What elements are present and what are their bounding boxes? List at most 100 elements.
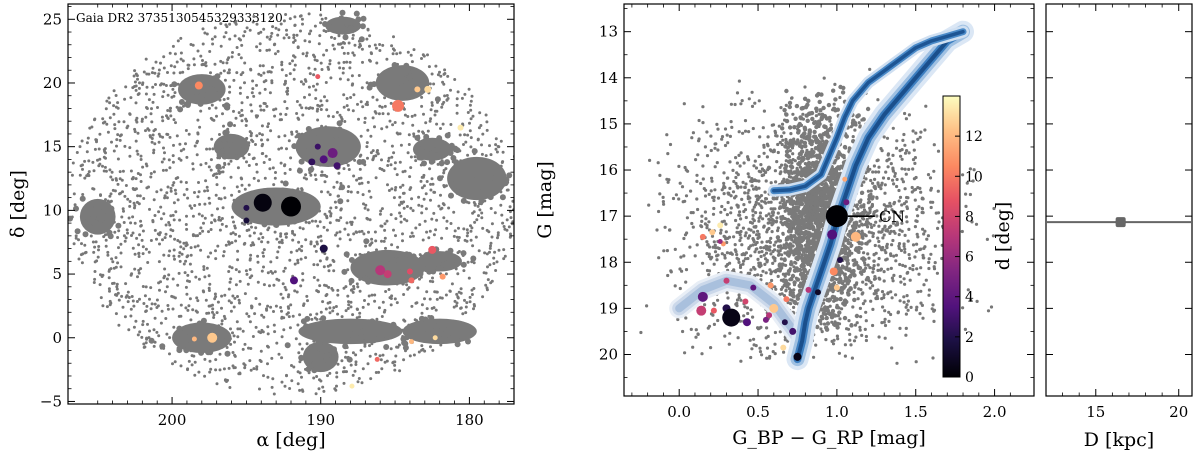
cmd-field-star: [893, 171, 897, 176]
clump-star: [364, 334, 371, 341]
cmd-field-star: [871, 181, 875, 185]
cmd-field-star: [769, 272, 773, 276]
cmd-field-star: [927, 257, 931, 261]
cmd-field-star: [784, 263, 788, 267]
field-star: [173, 65, 177, 69]
cmd-field-star: [905, 205, 909, 209]
field-star: [463, 298, 466, 302]
field-star: [313, 24, 317, 28]
field-star: [286, 311, 290, 315]
field-star: [308, 40, 312, 44]
field-star: [377, 370, 381, 374]
cmd-field-star: [757, 202, 761, 206]
field-star: [144, 285, 148, 289]
clump-star: [348, 331, 355, 338]
cmd-field-star: [713, 303, 717, 307]
field-star: [290, 379, 294, 383]
cmd-field-star: [864, 177, 868, 181]
cmd-field-star: [891, 221, 896, 225]
field-star: [112, 112, 116, 116]
field-star: [80, 139, 84, 143]
cmd-field-star: [704, 217, 708, 221]
field-star: [425, 290, 429, 294]
field-star: [252, 15, 256, 18]
field-star: [339, 42, 343, 46]
field-star: [186, 273, 190, 277]
field-star: [469, 136, 473, 140]
field-star: [502, 225, 506, 228]
field-star: [335, 180, 339, 184]
field-star: [154, 83, 157, 86]
cmd-field-star: [848, 338, 852, 342]
field-star: [124, 184, 128, 187]
cmd-field-star: [695, 173, 699, 177]
cmd-field-star: [876, 98, 880, 102]
field-star: [159, 61, 162, 65]
cmd-field-star: [756, 229, 760, 233]
field-star: [105, 122, 109, 126]
cmd-field-star: [919, 289, 923, 293]
field-star: [185, 255, 189, 259]
field-star: [318, 259, 322, 263]
field-star: [172, 118, 176, 122]
cmd-field-star: [879, 267, 884, 271]
cmd-field-star: [662, 202, 666, 206]
cmd-field-star: [701, 177, 705, 181]
field-star: [361, 367, 365, 371]
field-star: [268, 158, 272, 161]
cmd-field-star: [907, 227, 911, 231]
cmd-field-star: [700, 352, 704, 356]
field-star: [345, 221, 349, 225]
field-star: [248, 320, 252, 324]
field-star: [116, 133, 120, 137]
field-star: [215, 183, 219, 187]
clump-star: [333, 132, 339, 139]
cmd-field-star: [720, 252, 724, 256]
clump-star: [324, 352, 331, 358]
cmd-field-star: [707, 273, 711, 277]
field-star: [303, 39, 307, 43]
field-star: [428, 167, 432, 171]
field-star: [204, 61, 208, 65]
field-star: [210, 37, 214, 41]
field-star: [153, 228, 157, 232]
field-star: [85, 141, 89, 145]
cmd-field-star: [877, 276, 881, 280]
field-star: [279, 234, 283, 238]
cmd-field-star: [773, 352, 777, 356]
field-star: [224, 23, 228, 27]
cmd-field-star: [803, 85, 807, 89]
field-star: [304, 79, 308, 83]
field-star: [380, 158, 383, 162]
field-star: [229, 327, 232, 331]
cmd-field-star: [734, 175, 738, 180]
field-star: [237, 37, 241, 41]
field-star: [269, 129, 273, 133]
field-star: [289, 303, 293, 307]
field-star: [457, 236, 461, 239]
field-star: [440, 236, 444, 240]
field-star: [316, 118, 320, 122]
field-star: [247, 164, 251, 167]
field-star: [262, 283, 266, 287]
field-star: [341, 370, 345, 374]
field-star: [386, 112, 390, 116]
cmd-field-star: [915, 219, 919, 223]
clump-star: [460, 178, 467, 185]
clump-star: [98, 216, 105, 223]
cmd-field-star: [757, 99, 761, 103]
field-star: [345, 60, 349, 64]
field-star: [364, 244, 368, 248]
field-star: [361, 105, 365, 109]
field-star: [480, 152, 484, 156]
field-star: [490, 235, 494, 239]
cmd-field-star: [864, 319, 868, 323]
candidate-star: [194, 81, 203, 90]
field-star: [166, 185, 170, 189]
field-star: [222, 186, 226, 190]
field-star: [172, 201, 176, 205]
cmd-field-star: [751, 126, 755, 131]
cmd-field-star: [776, 226, 780, 230]
cmd-field-star: [789, 175, 793, 179]
field-star: [254, 226, 258, 230]
